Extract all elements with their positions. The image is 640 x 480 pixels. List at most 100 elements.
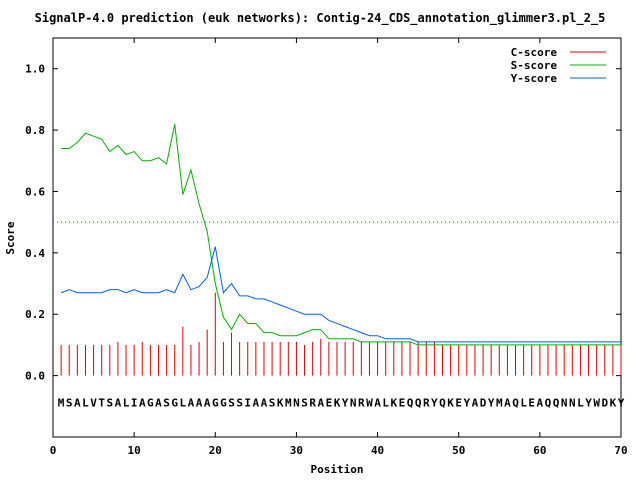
x-axis-label: Position	[311, 463, 364, 476]
sequence-residue: K	[334, 396, 341, 409]
sequence-residue: K	[277, 396, 284, 409]
sequence-residue: Y	[618, 396, 625, 409]
sequence-residue: M	[285, 396, 292, 409]
sequence-residue: A	[188, 396, 195, 409]
sequence-residue: D	[601, 396, 608, 409]
sequence-residue: R	[423, 396, 430, 409]
sequence-residue: A	[374, 396, 381, 409]
x-tick-label: 70	[614, 444, 627, 457]
x-tick-label: 50	[452, 444, 465, 457]
y-tick-label: 0.8	[25, 124, 45, 137]
sequence-residue: Y	[488, 396, 495, 409]
sequence-residue: G	[147, 396, 154, 409]
sequence-residue: S	[163, 396, 170, 409]
sequence-residue: A	[204, 396, 211, 409]
x-tick-label: 10	[128, 444, 141, 457]
sequence-residue: A	[115, 396, 122, 409]
sequence-residue: A	[537, 396, 544, 409]
sequence-residue: L	[520, 396, 527, 409]
sequence-residue: S	[66, 396, 73, 409]
sequence-residue: G	[171, 396, 178, 409]
sequence-residue: A	[139, 396, 146, 409]
sequence-residue: N	[569, 396, 576, 409]
sequence-residue: L	[123, 396, 130, 409]
sequence-residue: A	[155, 396, 162, 409]
sequence-residue: E	[326, 396, 333, 409]
sequence-residue: Q	[553, 396, 560, 409]
sequence-residue: E	[528, 396, 535, 409]
sequence-residue: V	[90, 396, 97, 409]
legend-label: C-score	[511, 46, 558, 59]
sequence-residue: G	[212, 396, 219, 409]
c-score-impulses	[60, 292, 622, 376]
sequence-residue: Y	[585, 396, 592, 409]
y-scoreline	[60, 246, 621, 343]
sequence-residue: Y	[464, 396, 471, 409]
sequence-residue: D	[480, 396, 487, 409]
sequence-residue: E	[455, 396, 462, 409]
y-tick-label: 0.4	[25, 247, 45, 260]
sequence-residue: A	[74, 396, 81, 409]
sequence-residue: Y	[431, 396, 438, 409]
sequence-residue: S	[269, 396, 276, 409]
sequence-residue: A	[253, 396, 260, 409]
sequence-residue: G	[220, 396, 227, 409]
plot-frame	[52, 37, 622, 438]
sequence-residue: A	[472, 396, 479, 409]
x-tick-label: 0	[50, 444, 57, 457]
sequence-residue: L	[577, 396, 584, 409]
y-tick-label: 0.6	[25, 185, 45, 198]
sequence-residue: Q	[407, 396, 414, 409]
sequence-residue: I	[244, 396, 251, 409]
sequence-residue: N	[293, 396, 300, 409]
sequence-residue: W	[366, 396, 373, 409]
sequence-residue: L	[180, 396, 187, 409]
sequence-residue: I	[131, 396, 138, 409]
sequence-residue: M	[58, 396, 65, 409]
sequence-residue: T	[98, 396, 105, 409]
legend-label: Y-score	[511, 72, 558, 85]
sequence-residue: Y	[342, 396, 349, 409]
y-tick-label: 0.2	[25, 308, 45, 321]
sequence-residue: S	[301, 396, 308, 409]
sequence-residue: S	[106, 396, 113, 409]
x-tick-label: 40	[371, 444, 384, 457]
sequence-residue: N	[561, 396, 568, 409]
sequence-residue: Q	[439, 396, 446, 409]
sequence-residue: W	[593, 396, 600, 409]
sequence-residue: R	[309, 396, 316, 409]
y-tick-label: 1.0	[25, 63, 45, 76]
x-tick-label: 20	[209, 444, 222, 457]
sequence-residue: L	[82, 396, 89, 409]
x-tick-label: 30	[290, 444, 303, 457]
sequence-residue: S	[228, 396, 235, 409]
x-tick-label: 60	[533, 444, 546, 457]
sequence-residue: Q	[512, 396, 519, 409]
sequence-residue: N	[350, 396, 357, 409]
sequence-residue: A	[196, 396, 203, 409]
sequence-residue: Q	[545, 396, 552, 409]
sequence-residue: A	[317, 396, 324, 409]
sequence-residue: R	[358, 396, 365, 409]
sequence-residue: E	[399, 396, 406, 409]
sequence-residue: M	[496, 396, 503, 409]
sequence-residue: A	[261, 396, 268, 409]
sequence-residue: K	[610, 396, 617, 409]
sequence-residue: K	[447, 396, 454, 409]
sequence-residue: A	[504, 396, 511, 409]
sequence-residue: Q	[415, 396, 422, 409]
sequence-residue: S	[236, 396, 243, 409]
s-scoreline	[61, 123, 621, 346]
legend-label: S-score	[511, 59, 558, 72]
y-tick-label: 0.0	[25, 370, 45, 383]
sequence-residue: L	[382, 396, 389, 409]
y-axis-label: Score	[4, 221, 17, 254]
score-lines	[60, 123, 621, 346]
chart-title: SignalP-4.0 prediction (euk networks): C…	[35, 11, 606, 26]
sequence-residue: K	[390, 396, 397, 409]
tick-layer: 0 10 20 30 40 50 60 70 0.0 0.2 0.4 0.6 0.8 1.0	[25, 38, 628, 457]
